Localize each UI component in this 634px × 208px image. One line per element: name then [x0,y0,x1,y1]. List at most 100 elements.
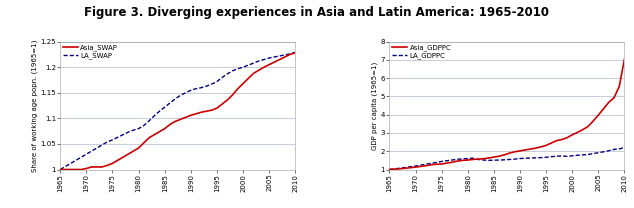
Legend: Asia_SWAP, LA_SWAP: Asia_SWAP, LA_SWAP [62,44,119,60]
LA_GDPPC [527,157,534,159]
LA_GDPPC [605,150,612,152]
LA_GDPPC [448,159,456,161]
Asia_SWAP [72,168,80,171]
LA_SWAP [56,168,64,171]
LA_GDPPC [574,154,581,156]
Asia_GDPPC [532,147,540,149]
LA_SWAP [61,165,69,168]
LA_SWAP [192,87,200,90]
Asia_GDPPC [500,154,508,156]
Asia_SWAP [182,116,190,119]
LA_SWAP [281,54,288,56]
LA_GDPPC [391,167,398,170]
Asia_SWAP [229,94,236,96]
Asia_GDPPC [616,85,623,88]
LA_SWAP [124,131,132,133]
LA_GDPPC [427,162,435,165]
Asia_SWAP [292,52,299,54]
Asia_GDPPC [521,149,529,151]
Asia_GDPPC [406,166,414,169]
LA_GDPPC [432,161,440,164]
LA_SWAP [72,159,80,162]
Asia_GDPPC [427,163,435,166]
Line: LA_GDPPC: LA_GDPPC [389,148,624,170]
LA_SWAP [114,136,122,139]
LA_GDPPC [500,158,508,161]
Asia_GDPPC [401,167,409,170]
Asia_SWAP [187,114,195,116]
Asia_SWAP [177,118,184,121]
Y-axis label: Share of working age popn. (1965=1): Share of working age popn. (1965=1) [31,39,37,172]
Asia_SWAP [276,58,283,61]
Legend: Asia_GDPPC, LA_GDPPC: Asia_GDPPC, LA_GDPPC [391,44,452,60]
LA_GDPPC [474,158,482,161]
LA_SWAP [187,89,195,92]
Asia_GDPPC [611,97,618,99]
Asia_GDPPC [579,128,586,131]
Asia_SWAP [234,87,242,90]
Asia_GDPPC [479,157,487,160]
Asia_SWAP [150,134,158,136]
LA_GDPPC [600,151,607,153]
Asia_SWAP [208,109,216,111]
LA_SWAP [239,66,247,68]
Text: Figure 3. Diverging experiences in Asia and Latin America: 1965-2010: Figure 3. Diverging experiences in Asia … [84,6,550,19]
Asia_GDPPC [411,166,419,168]
LA_GDPPC [443,160,451,162]
Asia_SWAP [124,153,132,155]
LA_GDPPC [411,165,419,167]
LA_SWAP [150,115,158,117]
Asia_SWAP [281,56,288,58]
Asia_GDPPC [474,158,482,160]
Asia_GDPPC [548,142,555,144]
Line: LA_SWAP: LA_SWAP [60,52,295,170]
Asia_GDPPC [438,163,446,165]
Asia_SWAP [114,159,122,162]
LA_GDPPC [563,155,571,158]
Asia_GDPPC [590,120,597,122]
Asia_SWAP [119,156,127,158]
LA_SWAP [119,134,127,136]
LA_GDPPC [406,166,414,168]
LA_SWAP [229,69,236,72]
Asia_SWAP [245,77,252,80]
LA_SWAP [182,92,190,94]
Asia_GDPPC [553,139,560,142]
LA_GDPPC [417,164,425,166]
Line: Asia_GDPPC: Asia_GDPPC [389,59,624,170]
Asia_GDPPC [396,167,404,170]
LA_SWAP [171,98,179,100]
LA_GDPPC [385,168,393,171]
LA_SWAP [197,86,205,89]
Asia_SWAP [218,103,226,105]
LA_GDPPC [621,146,628,149]
LA_GDPPC [558,155,566,157]
LA_SWAP [266,57,273,59]
Asia_GDPPC [432,163,440,166]
Asia_SWAP [239,82,247,85]
LA_GDPPC [516,157,524,160]
Asia_SWAP [161,127,169,130]
LA_GDPPC [422,163,430,166]
Asia_GDPPC [506,152,514,154]
Asia_SWAP [266,63,273,66]
LA_GDPPC [584,153,592,156]
LA_SWAP [292,51,299,54]
LA_SWAP [203,85,210,87]
LA_GDPPC [469,157,477,160]
Asia_GDPPC [574,131,581,134]
Asia_SWAP [87,166,95,168]
Asia_SWAP [67,168,74,171]
LA_GDPPC [521,157,529,160]
LA_SWAP [276,55,283,57]
Asia_GDPPC [453,160,461,162]
LA_SWAP [87,150,95,152]
LA_GDPPC [553,155,560,157]
LA_SWAP [245,64,252,66]
Asia_SWAP [203,110,210,113]
Asia_SWAP [98,166,106,168]
Asia_GDPPC [516,150,524,152]
Asia_GDPPC [422,165,430,167]
Asia_SWAP [108,162,116,165]
LA_SWAP [166,102,174,104]
